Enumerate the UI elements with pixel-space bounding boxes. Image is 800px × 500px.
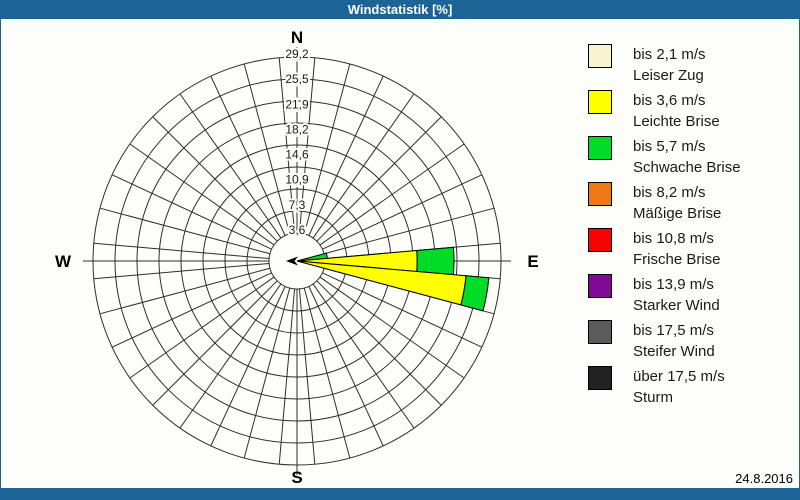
polar-grid-spoke — [316, 116, 442, 242]
compass-label-e: E — [527, 252, 538, 271]
legend-class-name: Schwache Brise — [633, 159, 741, 176]
legend-text: bis 8,2 m/s Mäßige Brise — [633, 182, 721, 224]
legend-class-name: Leichte Brise — [633, 113, 720, 130]
legend-item: bis 3,6 m/s Leichte Brise — [588, 90, 793, 132]
polar-grid-spoke — [298, 57, 316, 234]
legend-item: bis 2,1 m/s Leiser Zug — [588, 44, 793, 86]
compass-label-s: S — [291, 468, 302, 487]
legend-item: bis 17,5 m/s Steifer Wind — [588, 320, 793, 362]
polar-grid-spoke — [322, 174, 483, 250]
legend-item: bis 8,2 m/s Mäßige Brise — [588, 182, 793, 224]
legend-speed-range: bis 10,8 m/s — [633, 230, 714, 247]
legend-color-swatch — [588, 228, 612, 252]
window-titlebar: Windstatistik [%] — [0, 0, 800, 19]
legend-speed-range: bis 13,9 m/s — [633, 276, 714, 293]
polar-grid-spoke — [152, 280, 278, 406]
polar-grid-spoke — [129, 143, 275, 246]
date-label: 24.8.2016 — [735, 471, 793, 486]
legend-text: bis 17,5 m/s Steifer Wind — [633, 320, 715, 362]
polar-grid-spoke — [243, 287, 291, 459]
polar-grid-spoke — [316, 280, 442, 406]
legend-class-name: Steifer Wind — [633, 343, 715, 360]
radial-tick-label: 18,2 — [285, 122, 309, 136]
polar-grid-spoke — [312, 283, 415, 429]
radial-tick-label: 21,9 — [285, 97, 309, 111]
legend-color-swatch — [588, 274, 612, 298]
legend-class-name: Frische Brise — [633, 251, 721, 268]
legend-speed-range: bis 17,5 m/s — [633, 322, 714, 339]
polar-grid-spoke — [303, 287, 351, 459]
legend-text: bis 5,7 m/s Schwache Brise — [633, 136, 741, 178]
legend-class-name: Sturm — [633, 389, 674, 406]
polar-grid-spoke — [99, 207, 271, 255]
compass-label-w: W — [55, 252, 72, 271]
radial-tick-label: 7,3 — [289, 198, 306, 212]
polar-grid-spoke — [278, 57, 296, 234]
polar-grid-spoke — [319, 143, 465, 246]
polar-grid-spoke — [323, 207, 495, 255]
polar-grid-spoke — [99, 267, 271, 315]
legend-color-swatch — [588, 90, 612, 114]
polar-grid-spoke — [210, 286, 286, 447]
legend-color-swatch — [588, 366, 612, 390]
legend-speed-range: bis 3,6 m/s — [633, 92, 706, 109]
polar-grid-spoke — [303, 63, 351, 235]
polar-grid-spoke — [319, 276, 465, 379]
wind-legend: bis 2,1 m/s Leiser Zug bis 3,6 m/s Leichte … — [588, 44, 793, 412]
window-bottombar — [0, 488, 800, 500]
polar-grid-spoke — [278, 288, 296, 465]
legend-class-name: Starker Wind — [633, 297, 720, 314]
radial-tick-label: 29,2 — [285, 47, 309, 61]
legend-class-name: Leiser Zug — [633, 67, 704, 84]
polar-grid-spoke — [210, 75, 286, 236]
legend-text: bis 3,6 m/s Leichte Brise — [633, 90, 720, 132]
polar-grid-spoke — [308, 75, 384, 236]
polar-grid-spoke — [179, 93, 282, 239]
radial-tick-label: 25,5 — [285, 72, 309, 86]
legend-speed-range: über 17,5 m/s — [633, 368, 725, 385]
radial-tick-label: 3,6 — [289, 223, 306, 237]
polar-grid-spoke — [308, 286, 384, 447]
legend-item: bis 13,9 m/s Starker Wind — [588, 274, 793, 316]
polar-grid-spoke — [298, 288, 316, 465]
legend-class-name: Mäßige Brise — [633, 205, 722, 222]
legend-speed-range: bis 2,1 m/s — [633, 46, 706, 63]
center-marker — [286, 256, 298, 266]
polar-grid-spoke — [179, 283, 282, 429]
polar-grid-spoke — [129, 276, 275, 379]
polar-grid-spoke — [111, 174, 272, 250]
radial-tick-label: 14,6 — [285, 148, 309, 162]
window-title: Windstatistik [%] — [347, 2, 453, 17]
legend-text: bis 13,9 m/s Starker Wind — [633, 274, 720, 316]
legend-text: über 17,5 m/s Sturm — [633, 366, 725, 408]
legend-color-swatch — [588, 44, 612, 68]
legend-text: bis 2,1 m/s Leiser Zug — [633, 44, 706, 86]
legend-speed-range: bis 8,2 m/s — [633, 184, 706, 201]
legend-color-swatch — [588, 136, 612, 160]
legend-speed-range: bis 5,7 m/s — [633, 138, 706, 155]
polar-grid-spoke — [322, 272, 483, 348]
compass-label-n: N — [291, 28, 303, 47]
legend-item: bis 10,8 m/s Frische Brise — [588, 228, 793, 270]
legend-item: bis 5,7 m/s Schwache Brise — [588, 136, 793, 178]
legend-color-swatch — [588, 320, 612, 344]
wind-rose-wedge-segment — [416, 246, 455, 276]
legend-text: bis 10,8 m/s Frische Brise — [633, 228, 721, 270]
polar-grid-spoke — [152, 116, 278, 242]
polar-grid-spoke — [93, 262, 270, 280]
legend-item: über 17,5 m/s Sturm — [588, 366, 793, 408]
polar-grid-spoke — [243, 63, 291, 235]
polar-grid-spoke — [312, 93, 415, 239]
radial-tick-label: 10,9 — [285, 173, 309, 187]
wind-rose-wedge-segment — [460, 275, 490, 312]
polar-grid-spoke — [93, 242, 270, 260]
polar-grid-spoke — [111, 272, 272, 348]
legend-color-swatch — [588, 182, 612, 206]
